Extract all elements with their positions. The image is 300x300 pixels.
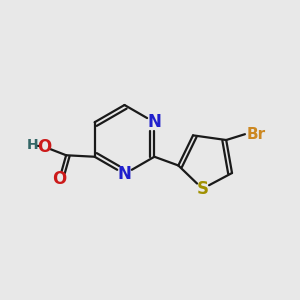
Text: O: O [52, 169, 67, 188]
Text: N: N [118, 165, 131, 183]
Text: H: H [27, 138, 38, 152]
Text: O: O [38, 138, 52, 156]
Text: N: N [147, 113, 161, 131]
Text: Br: Br [247, 127, 266, 142]
Text: S: S [196, 180, 208, 198]
